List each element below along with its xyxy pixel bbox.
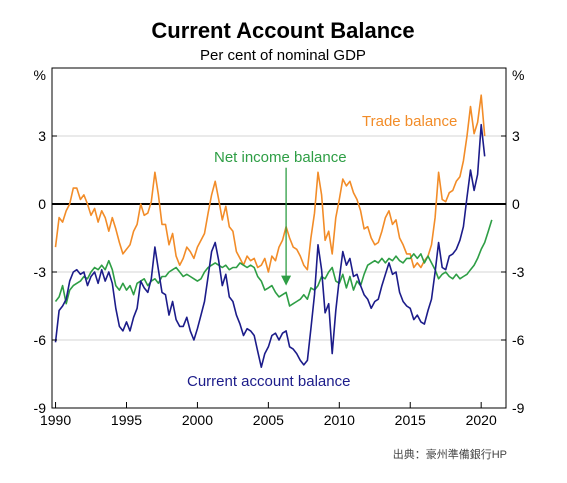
x-tick-label: 2000 [182, 412, 213, 428]
left-unit-label: % [34, 67, 46, 83]
gridlines [52, 135, 506, 341]
y-tick-label-left: 0 [38, 196, 46, 212]
chart-title: Current Account Balance [151, 18, 414, 43]
annotation-current-account-balance: Current account balance [187, 373, 350, 390]
y-tick-label-left: -9 [34, 400, 47, 416]
y-tick-label-right: -9 [512, 400, 525, 416]
y-tick-label-left: -6 [34, 332, 47, 348]
y-tick-label-right: -6 [512, 332, 525, 348]
y-tick-label-left: -3 [34, 264, 47, 280]
plot-frame [51, 67, 507, 409]
source-note: 出典：豪州準備銀行HP [393, 447, 507, 461]
y-tick-label-left: 3 [38, 128, 46, 144]
series-line-trade-balance [54, 94, 486, 273]
y-tick-label-right: -3 [512, 264, 525, 280]
net-income-arrow-icon [281, 167, 292, 286]
chart-subtitle: Per cent of nominal GDP [200, 47, 366, 64]
x-tick-label: 1990 [40, 412, 71, 428]
x-tick-label: 2020 [466, 412, 497, 428]
x-tick-label: 2010 [324, 412, 355, 428]
arrow-head [281, 275, 292, 286]
annotation-net-income-balance: Net income balance [214, 149, 347, 166]
x-tick-label: 2015 [395, 412, 426, 428]
y-tick-label-right: 0 [512, 196, 520, 212]
series-line-net-income-balance [54, 219, 493, 307]
x-tick-label: 2005 [253, 412, 284, 428]
y-tick-label-right: 3 [512, 128, 520, 144]
right-unit-label: % [512, 67, 524, 83]
annotation-trade-balance: Trade balance [362, 113, 457, 130]
series-line-current-account-balance [54, 123, 486, 368]
x-tick-label: 1995 [111, 412, 142, 428]
series-group [54, 94, 493, 368]
